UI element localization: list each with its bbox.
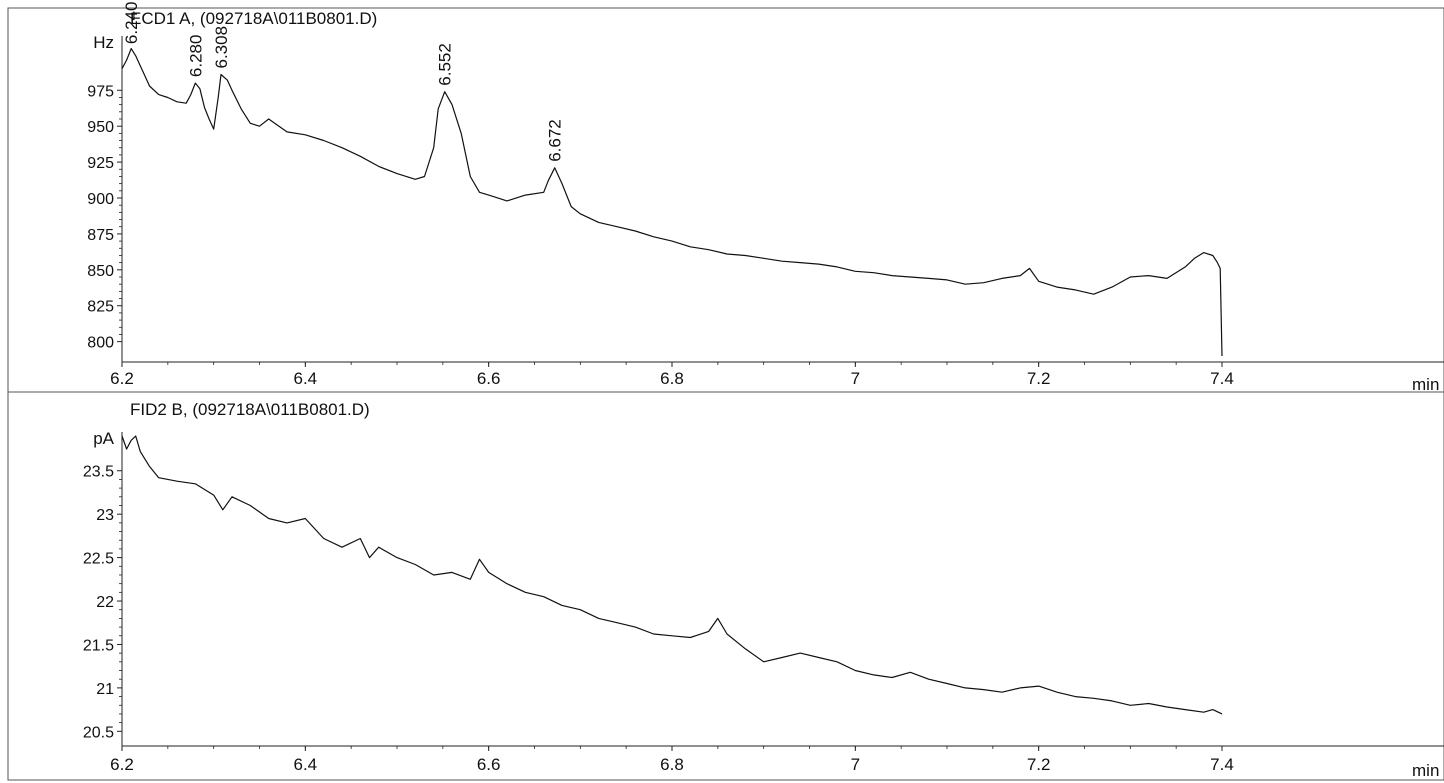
series-trace <box>122 436 1222 714</box>
x-tick-label: 6.8 <box>660 755 684 774</box>
y-tick-label: 975 <box>87 83 114 100</box>
x-axis-label: min <box>1412 761 1439 780</box>
x-tick-label: 7 <box>851 369 860 388</box>
peak-label: 6.308 <box>212 26 231 69</box>
x-tick-label: 6.6 <box>477 369 501 388</box>
x-tick-label: 6.4 <box>294 369 318 388</box>
y-tick-label: 925 <box>87 155 114 172</box>
y-tick-label: 800 <box>87 335 114 352</box>
peak-label: 6.672 <box>546 119 565 162</box>
x-tick-label: 6.8 <box>660 369 684 388</box>
x-tick-label: 6.2 <box>110 369 134 388</box>
y-tick-label: 21 <box>96 681 114 698</box>
y-tick-label: 22 <box>96 594 114 611</box>
peak-label: 6.280 <box>186 35 205 78</box>
y-tick-label: 900 <box>87 191 114 208</box>
y-tick-label: 20.5 <box>83 724 114 741</box>
y-tick-label: 950 <box>87 119 114 136</box>
x-tick-label: 7.4 <box>1210 369 1234 388</box>
x-tick-label: 6.2 <box>110 755 134 774</box>
x-axis-label: min <box>1412 375 1439 394</box>
y-axis-label: pA <box>93 429 114 448</box>
x-tick-label: 7.2 <box>1027 369 1051 388</box>
y-tick-label: 23 <box>96 507 114 524</box>
y-tick-label: 875 <box>87 227 114 244</box>
y-tick-label: 22.5 <box>83 551 114 568</box>
x-tick-label: 7 <box>851 755 860 774</box>
x-tick-label: 7.2 <box>1027 755 1051 774</box>
x-tick-label: 6.6 <box>477 755 501 774</box>
figure-frame <box>8 8 1444 780</box>
y-tick-label: 850 <box>87 263 114 280</box>
x-tick-label: 7.4 <box>1210 755 1234 774</box>
series-trace <box>122 49 1222 356</box>
panel-2: FID2 B, (092718A\011B0801.D) pA 20.5 21 21.5… <box>83 400 1444 780</box>
y-tick-label: 21.5 <box>83 637 114 654</box>
y-axis-label: Hz <box>93 33 114 52</box>
peak-label: 6.552 <box>436 43 455 86</box>
panel-title: FID2 B, (092718A\011B0801.D) <box>130 400 370 419</box>
x-tick-label: 6.4 <box>294 755 318 774</box>
y-tick-label: 23.5 <box>83 464 114 481</box>
peak-label: 6.240 <box>122 2 141 45</box>
panel-title: ECD1 A, (092718A\011B0801.D) <box>130 9 377 28</box>
y-tick-label: 825 <box>87 299 114 316</box>
panel-1: ECD1 A, (092718A\011B0801.D) Hz 800 825 850 8… <box>8 2 1444 394</box>
